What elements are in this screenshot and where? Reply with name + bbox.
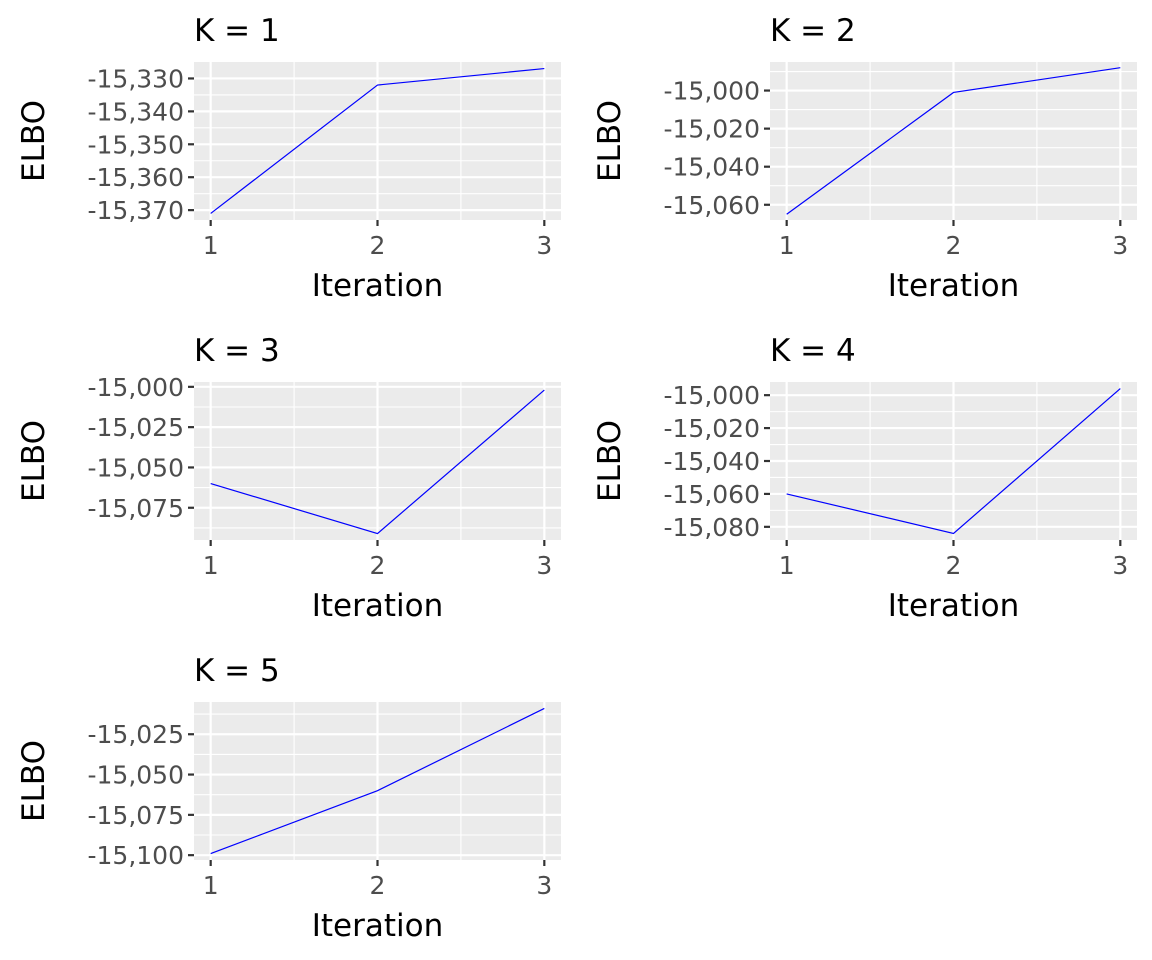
y-axis-title: ELBO: [16, 100, 52, 182]
elbo-series-line: [210, 707, 545, 855]
x-tick-label: 2: [370, 231, 386, 260]
y-tick-label: -15,025: [88, 720, 185, 749]
y-tick-label: -15,360: [88, 163, 185, 192]
y-axis-title: ELBO: [592, 100, 628, 182]
y-tick-label: -15,050: [88, 453, 185, 482]
x-axis-title: Iteration: [888, 588, 1020, 624]
y-tick-label: -15,075: [88, 801, 185, 830]
elbo-series-line: [786, 67, 1121, 215]
facet-panel-2: 1 2 3 -15,060 -15,040 -15,020 -15,000 K = 2 Iter…: [592, 13, 1137, 304]
x-tick-label: 1: [779, 231, 795, 260]
x-tick-label: 1: [779, 551, 795, 580]
x-tick-label: 1: [203, 871, 219, 900]
x-tick-label: 2: [370, 551, 386, 580]
y-tick-label: -15,060: [664, 191, 761, 220]
y-tick-label: -15,020: [664, 414, 761, 443]
x-tick-label: 3: [536, 871, 552, 900]
y-axis-title: ELBO: [16, 420, 52, 502]
y-tick-label: -15,340: [88, 97, 185, 126]
panel-title: K = 1: [194, 13, 280, 49]
elbo-series-line: [210, 67, 545, 214]
x-tick-label: 3: [536, 551, 552, 580]
x-tick-label: 2: [946, 231, 962, 260]
elbo-series-line: [786, 388, 1121, 535]
y-tick-label: -15,020: [664, 115, 761, 144]
x-tick-label: 3: [1112, 231, 1128, 260]
y-tick-label: -15,040: [664, 153, 761, 182]
x-tick-label: 2: [370, 871, 386, 900]
facet-panel-5: 1 2 3 -15,100 -15,075 -15,050 -15,025 K = 5 Iter…: [16, 653, 561, 944]
panel-title: K = 3: [194, 333, 280, 369]
y-axis-title: ELBO: [16, 740, 52, 822]
y-tick-label: -15,100: [88, 841, 185, 870]
y-tick-label: -15,000: [664, 77, 761, 106]
y-tick-label: -15,050: [88, 761, 185, 790]
x-tick-label: 1: [203, 231, 219, 260]
elbo-series-line: [210, 389, 545, 535]
x-axis-title: Iteration: [888, 268, 1020, 304]
y-tick-label: -15,000: [664, 381, 761, 410]
facet-panel-1: 1 2 3 -15,370 -15,360 -15,350 -15,340 -15,330 K …: [16, 13, 561, 304]
x-tick-label: 3: [536, 231, 552, 260]
x-axis-title: Iteration: [312, 268, 444, 304]
y-tick-label: -15,080: [664, 513, 761, 542]
panel-title: K = 2: [770, 13, 856, 49]
y-tick-label: -15,025: [88, 413, 185, 442]
facet-panel-4: 1 2 3 -15,080 -15,060 -15,040 -15,020 -15,000 K …: [592, 333, 1137, 624]
x-tick-label: 2: [946, 551, 962, 580]
y-tick-label: -15,330: [88, 64, 185, 93]
y-axis-title: ELBO: [592, 420, 628, 502]
y-tick-label: -15,370: [88, 196, 185, 225]
y-tick-label: -15,040: [664, 447, 761, 476]
y-tick-label: -15,075: [88, 494, 185, 523]
y-tick-label: -15,000: [88, 373, 185, 402]
panel-title: K = 5: [194, 653, 280, 689]
y-tick-label: -15,350: [88, 130, 185, 159]
x-tick-label: 1: [203, 551, 219, 580]
panel-title: K = 4: [770, 333, 856, 369]
y-tick-label: -15,060: [664, 480, 761, 509]
x-tick-label: 3: [1112, 551, 1128, 580]
facet-panel-3: 1 2 3 -15,075 -15,050 -15,025 -15,000 K = 3 Iter…: [16, 333, 561, 624]
x-axis-title: Iteration: [312, 908, 444, 944]
x-axis-title: Iteration: [312, 588, 444, 624]
